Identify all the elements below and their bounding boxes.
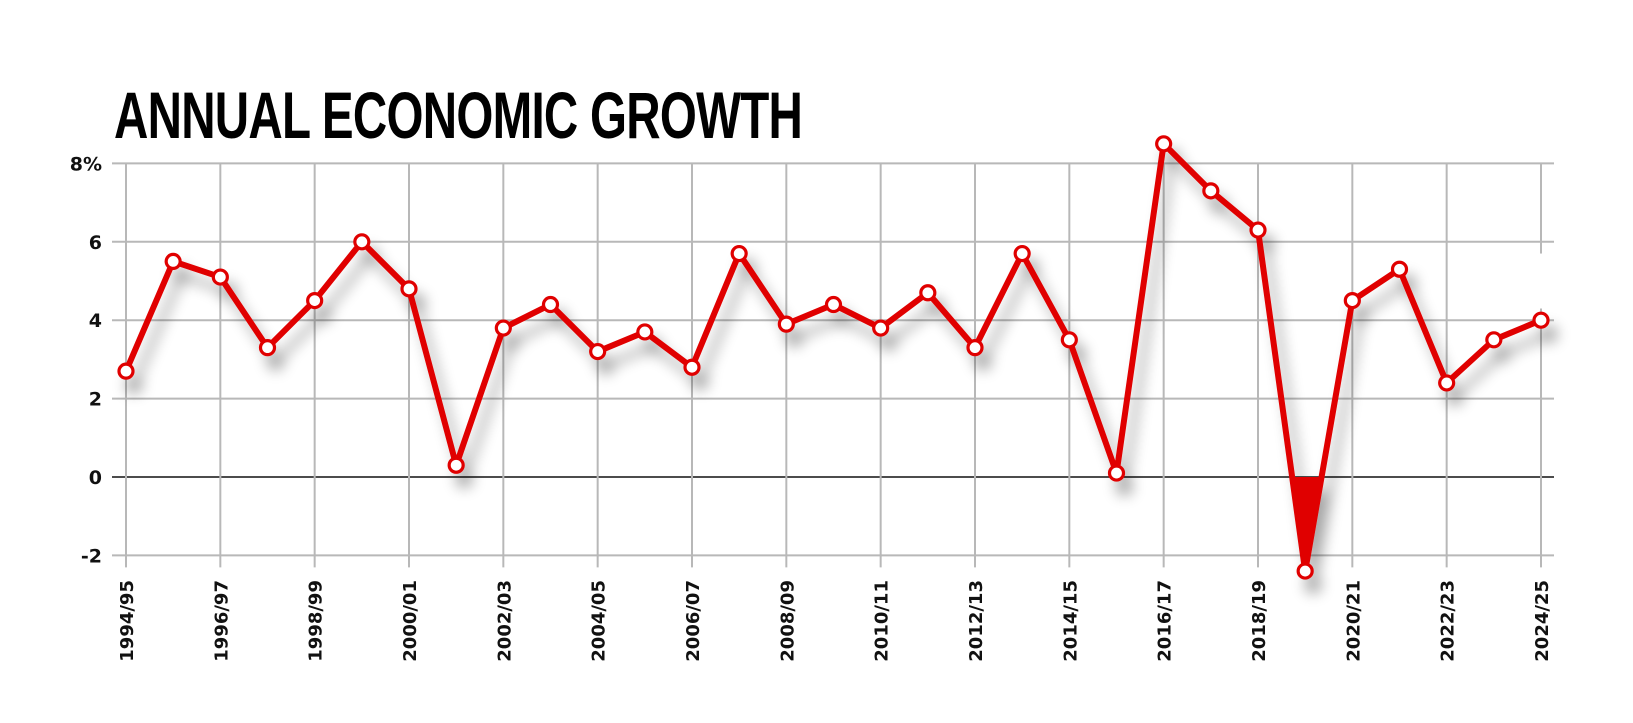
data-point-marker: [872, 319, 890, 337]
data-point-marker: [966, 339, 984, 357]
x-tick-label: 2022/23: [1438, 580, 1459, 662]
data-point-marker: [400, 280, 418, 298]
growth-line: [123, 140, 1544, 575]
y-tick-label: 4: [89, 310, 102, 332]
y-tick-label: 6: [89, 232, 102, 254]
data-point-marker: [1390, 260, 1409, 278]
x-tick-label: 2006/07: [683, 580, 704, 662]
x-tick-label: 1996/97: [211, 580, 232, 662]
y-tick-label: -2: [81, 545, 102, 567]
x-tick-label: 1998/99: [306, 580, 327, 662]
x-tick-label: 2020/21: [1343, 580, 1364, 662]
data-point-marker: [447, 456, 465, 474]
growth-series: [117, 135, 1550, 580]
data-point-marker: [1532, 311, 1550, 329]
x-tick-label: 2024/25: [1532, 580, 1553, 662]
data-point-marker: [1060, 331, 1078, 349]
data-point-marker: [353, 233, 371, 251]
data-point-marker: [1485, 331, 1503, 349]
y-tick-label: 8%: [70, 153, 102, 175]
data-point-marker: [306, 292, 324, 310]
y-axis-labels: -2 0 2 4 6 8%: [70, 153, 102, 567]
x-tick-label: 2004/05: [589, 580, 610, 662]
negative-area-fill: [1292, 477, 1322, 572]
data-point-marker: [1155, 135, 1173, 153]
data-point-marker: [919, 284, 937, 302]
data-point-marker: [117, 362, 135, 380]
data-point-marker: [1202, 182, 1220, 200]
data-point-marker: [636, 323, 654, 341]
data-point-marker: [1438, 374, 1456, 392]
data-point-marker: [494, 319, 512, 337]
x-tick-label: 2010/11: [872, 580, 893, 662]
x-tick-label: 2000/01: [400, 580, 421, 662]
data-point-marker: [683, 358, 701, 376]
x-tick-label: 2012/13: [966, 580, 987, 662]
x-tick-label: 2002/03: [494, 580, 515, 662]
x-axis-labels: 1994/95 1996/97 1998/99 2000/01 2002/03 2004/…: [117, 580, 1553, 662]
data-point-marker: [589, 342, 607, 361]
y-tick-label: 0: [89, 467, 102, 489]
data-point-marker: [1013, 244, 1031, 263]
data-point-marker: [211, 268, 229, 286]
data-point-marker: [164, 252, 182, 270]
data-point-marker: [777, 315, 795, 333]
data-point-marker: [1296, 562, 1314, 580]
y-tick-label: 2: [89, 389, 102, 411]
data-point-marker: [1249, 221, 1267, 239]
x-tick-label: 2014/15: [1060, 580, 1081, 662]
chart-title: ANNUAL ECONOMIC GROWTH: [114, 78, 803, 152]
x-tick-label: 1994/95: [117, 580, 138, 662]
x-tick-label: 2018/19: [1249, 580, 1270, 662]
horizontal-gridlines: [112, 162, 1554, 557]
data-point-marker: [824, 295, 843, 314]
data-point-marker: [1107, 464, 1126, 482]
x-tick-label: 2016/17: [1155, 580, 1176, 662]
data-point-marker: [730, 244, 748, 263]
data-point-marker: [1343, 292, 1361, 310]
data-point-marker: [258, 339, 277, 357]
data-point-marker: [541, 295, 560, 314]
x-tick-label: 2008/09: [777, 580, 798, 662]
vertical-gridlines: [125, 163, 1542, 568]
